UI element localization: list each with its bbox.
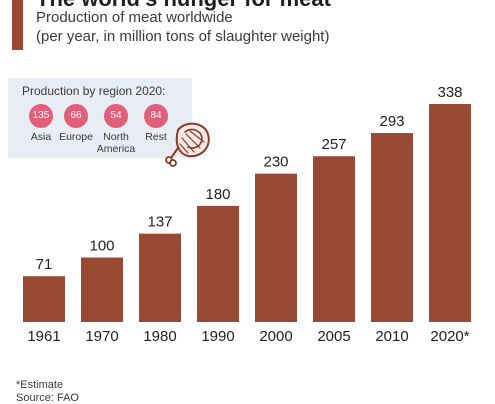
- region-value-badge: 66: [64, 104, 88, 128]
- footnote-estimate: *Estimate: [16, 379, 64, 391]
- value-label: 180: [205, 186, 230, 203]
- category-label: 1961: [27, 328, 60, 345]
- category-label: 2000: [259, 328, 292, 345]
- bar-1961: [23, 276, 65, 322]
- bar-2000: [255, 173, 297, 322]
- region-value-badge: 84: [144, 104, 168, 128]
- category-label: 2010: [375, 328, 408, 345]
- region-panel: Production by region 2020: 135 Asia 66 E…: [8, 78, 192, 158]
- region-value-badge: 135: [29, 104, 53, 128]
- value-label: 257: [321, 136, 346, 153]
- region-label: North America: [96, 131, 136, 155]
- bar-1980: [139, 233, 181, 322]
- region-europe: 66 Europe: [51, 104, 101, 143]
- region-label: Europe: [59, 131, 93, 143]
- ham-icon: [165, 122, 210, 167]
- bar-1970: [81, 257, 123, 322]
- chart-title: The world's hunger for meat: [36, 0, 331, 12]
- value-label: 230: [263, 154, 288, 171]
- region-label: Asia: [30, 131, 52, 143]
- category-label: 2020*: [430, 328, 469, 345]
- source-note: Source: FAO: [16, 392, 79, 404]
- category-label: 1970: [85, 328, 118, 345]
- accent-bar: [12, 0, 23, 50]
- value-label: 100: [89, 238, 114, 255]
- bar-1990: [197, 205, 239, 322]
- value-label: 137: [147, 214, 172, 231]
- chart-subtitle: Production of meat worldwide: [36, 9, 233, 26]
- value-label: 338: [437, 84, 462, 101]
- category-label: 1990: [201, 328, 234, 345]
- region-rest: 84 Rest: [131, 104, 181, 143]
- value-label: 71: [36, 256, 53, 273]
- bar-2020: [429, 104, 471, 322]
- category-label: 2005: [317, 328, 350, 345]
- region-value-badge: 54: [104, 104, 128, 128]
- chart-subtitle-units: (per year, in million tons of slaughter …: [36, 28, 330, 45]
- bar-2005: [313, 156, 355, 322]
- region-asia: 135 Asia: [16, 104, 66, 143]
- bar-2010: [371, 133, 413, 322]
- region-label: Rest: [145, 131, 167, 143]
- region-north-america: 54 North America: [91, 104, 141, 155]
- value-label: 293: [379, 113, 404, 130]
- category-label: 1980: [143, 328, 176, 345]
- region-panel-title: Production by region 2020:: [22, 84, 166, 98]
